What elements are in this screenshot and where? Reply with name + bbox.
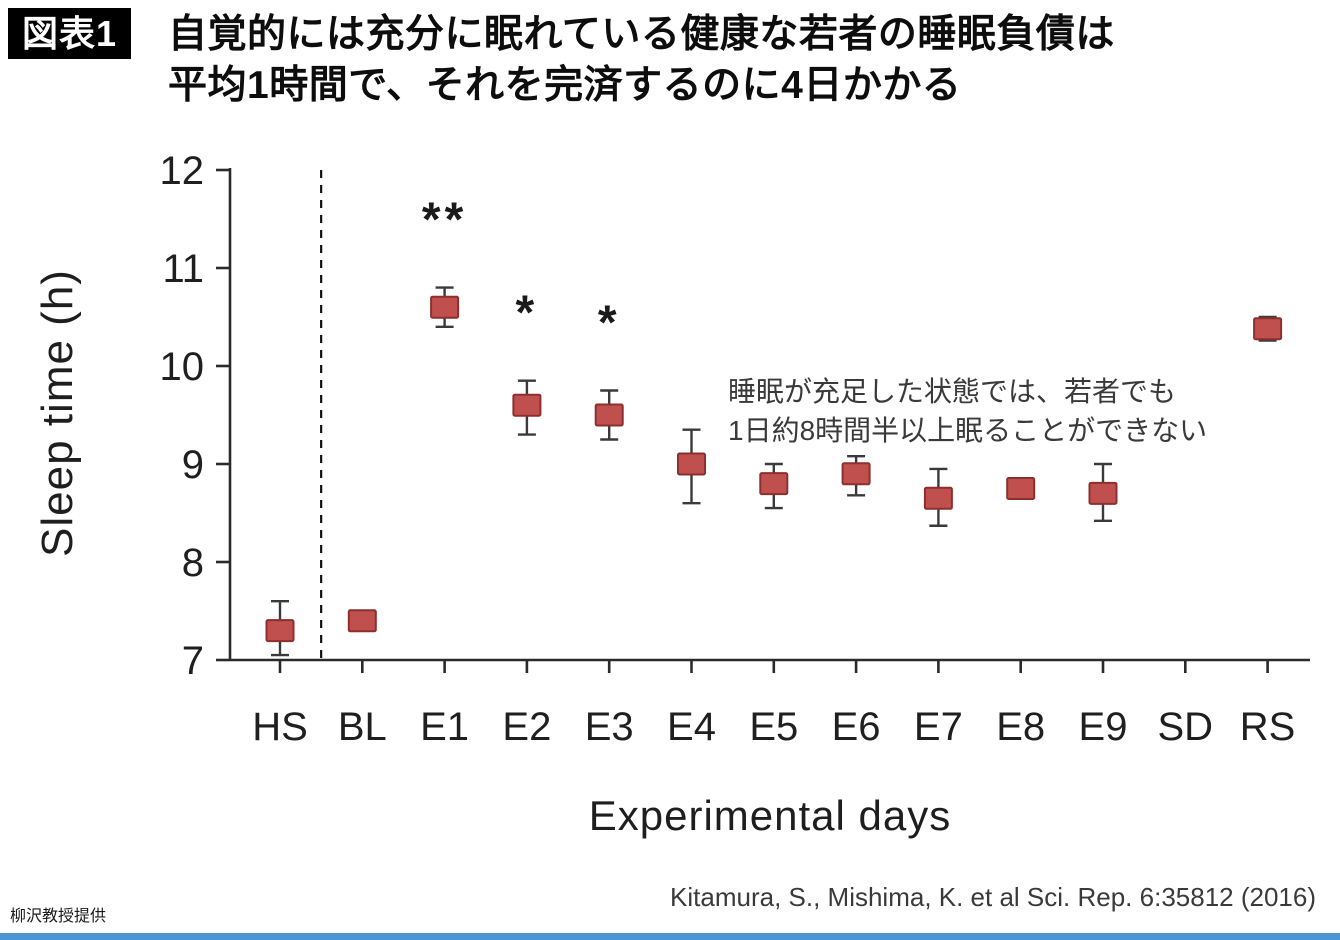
x-tick-label: RS [1240, 705, 1296, 749]
x-tick-label: E2 [502, 705, 551, 749]
x-tick-label: E4 [667, 705, 716, 749]
x-tick-label: HS [252, 705, 308, 749]
x-tick-label: E6 [832, 705, 881, 749]
figure-title-line2: 平均1時間で、それを完済するのに4日かかる [168, 63, 962, 107]
x-tick-label: E3 [585, 705, 634, 749]
x-tick-label: E5 [749, 705, 798, 749]
chart-annotation: 睡眠が充足した状態では、若者でも 1日約8時間半以上眠ることができない [728, 372, 1207, 450]
x-tick-label: E1 [420, 705, 469, 749]
figure-title: 自覚的には充分に眠れている健康な若者の睡眠負債は 平均1時間で、それを完済するの… [168, 10, 1115, 111]
credit: 柳沢教授提供 [10, 908, 107, 925]
marker-E2 [512, 393, 542, 417]
y-tick-label: 8 [182, 541, 204, 585]
figure-title-line1: 自覚的には充分に眠れている健康な若者の睡眠負債は [168, 13, 1115, 56]
x-tick-label: E7 [914, 705, 963, 749]
marker-E6 [841, 462, 871, 486]
significance-E3: * [598, 297, 621, 350]
bottom-accent-bar [0, 933, 1340, 940]
marker-E7 [923, 486, 953, 510]
annotation-line1: 睡眠が充足した状態では、若者でも [728, 376, 1177, 407]
marker-HS [265, 619, 295, 643]
marker-E1 [430, 295, 460, 319]
figure-label-badge: 図表1 [8, 8, 132, 60]
x-tick-label: BL [338, 705, 387, 749]
y-tick-label: 7 [182, 639, 204, 683]
marker-E3 [594, 403, 624, 427]
x-tick-label: SD [1158, 705, 1214, 749]
y-axis-label: Sleep time (h) [33, 269, 82, 557]
y-tick-label: 12 [160, 149, 205, 193]
marker-BL [347, 609, 377, 633]
marker-E8 [1006, 477, 1036, 500]
x-axis-label: Experimental days [588, 792, 952, 839]
x-tick-label: E8 [996, 705, 1045, 749]
marker-RS [1253, 317, 1283, 341]
y-tick-label: 9 [182, 443, 204, 487]
citation: Kitamura, S., Mishima, K. et al Sci. Rep… [670, 882, 1316, 912]
significance-E1: ** [422, 194, 467, 247]
marker-E9 [1088, 481, 1118, 505]
marker-E5 [759, 472, 789, 496]
x-tick-label: E9 [1079, 705, 1128, 749]
y-tick-label: 11 [162, 247, 204, 291]
y-tick-label: 10 [160, 345, 205, 389]
marker-E4 [677, 452, 706, 476]
significance-E2: * [516, 287, 539, 340]
annotation-line2: 1日約8時間半以上眠ることができない [728, 415, 1208, 447]
